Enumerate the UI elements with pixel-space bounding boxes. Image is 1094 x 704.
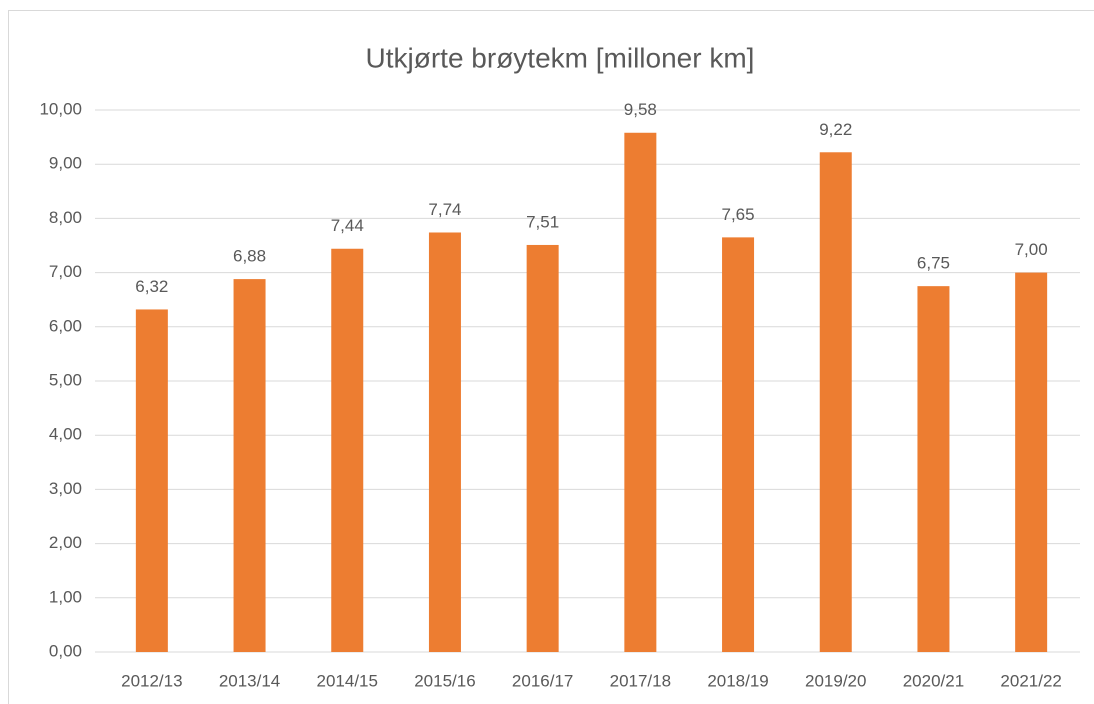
bar xyxy=(428,232,461,652)
bar xyxy=(331,248,364,652)
data-label: 9,58 xyxy=(624,100,657,119)
x-tick-label: 2017/18 xyxy=(610,671,671,690)
x-tick-label: 2021/22 xyxy=(1000,671,1061,690)
bar xyxy=(135,309,168,652)
bar xyxy=(624,132,657,652)
bar xyxy=(1015,272,1048,652)
bar xyxy=(722,237,755,652)
x-tick-label: 2014/15 xyxy=(317,671,378,690)
bar xyxy=(526,244,559,652)
x-tick-label: 2016/17 xyxy=(512,671,573,690)
y-tick-label: 1,00 xyxy=(49,587,82,606)
x-tick-label: 2012/13 xyxy=(121,671,182,690)
data-label: 7,51 xyxy=(526,212,559,231)
x-tick-label: 2019/20 xyxy=(805,671,866,690)
data-label: 6,32 xyxy=(135,277,168,296)
y-tick-label: 2,00 xyxy=(49,533,82,552)
data-label: 7,44 xyxy=(331,216,364,235)
y-tick-label: 7,00 xyxy=(49,262,82,281)
y-tick-label: 6,00 xyxy=(49,316,82,335)
data-label: 6,75 xyxy=(917,254,950,273)
bar xyxy=(819,152,852,652)
data-label: 6,88 xyxy=(233,247,266,266)
y-tick-label: 9,00 xyxy=(49,154,82,173)
bar xyxy=(233,279,266,652)
x-tick-label: 2013/14 xyxy=(219,671,280,690)
y-tick-label: 0,00 xyxy=(49,641,82,660)
y-tick-label: 5,00 xyxy=(49,370,82,389)
chart-title: Utkjørte brøytekm [milloner km] xyxy=(366,42,755,73)
y-tick-label: 8,00 xyxy=(49,208,82,227)
x-tick-label: 2018/19 xyxy=(707,671,768,690)
y-tick-label: 10,00 xyxy=(39,99,82,118)
x-tick-label: 2020/21 xyxy=(903,671,964,690)
data-label: 7,00 xyxy=(1015,240,1048,259)
data-label: 7,65 xyxy=(722,205,755,224)
bar xyxy=(917,286,950,652)
x-tick-label: 2015/16 xyxy=(414,671,475,690)
y-tick-label: 4,00 xyxy=(49,425,82,444)
data-label: 7,74 xyxy=(428,200,461,219)
data-label: 9,22 xyxy=(819,120,852,139)
y-tick-label: 3,00 xyxy=(49,479,82,498)
